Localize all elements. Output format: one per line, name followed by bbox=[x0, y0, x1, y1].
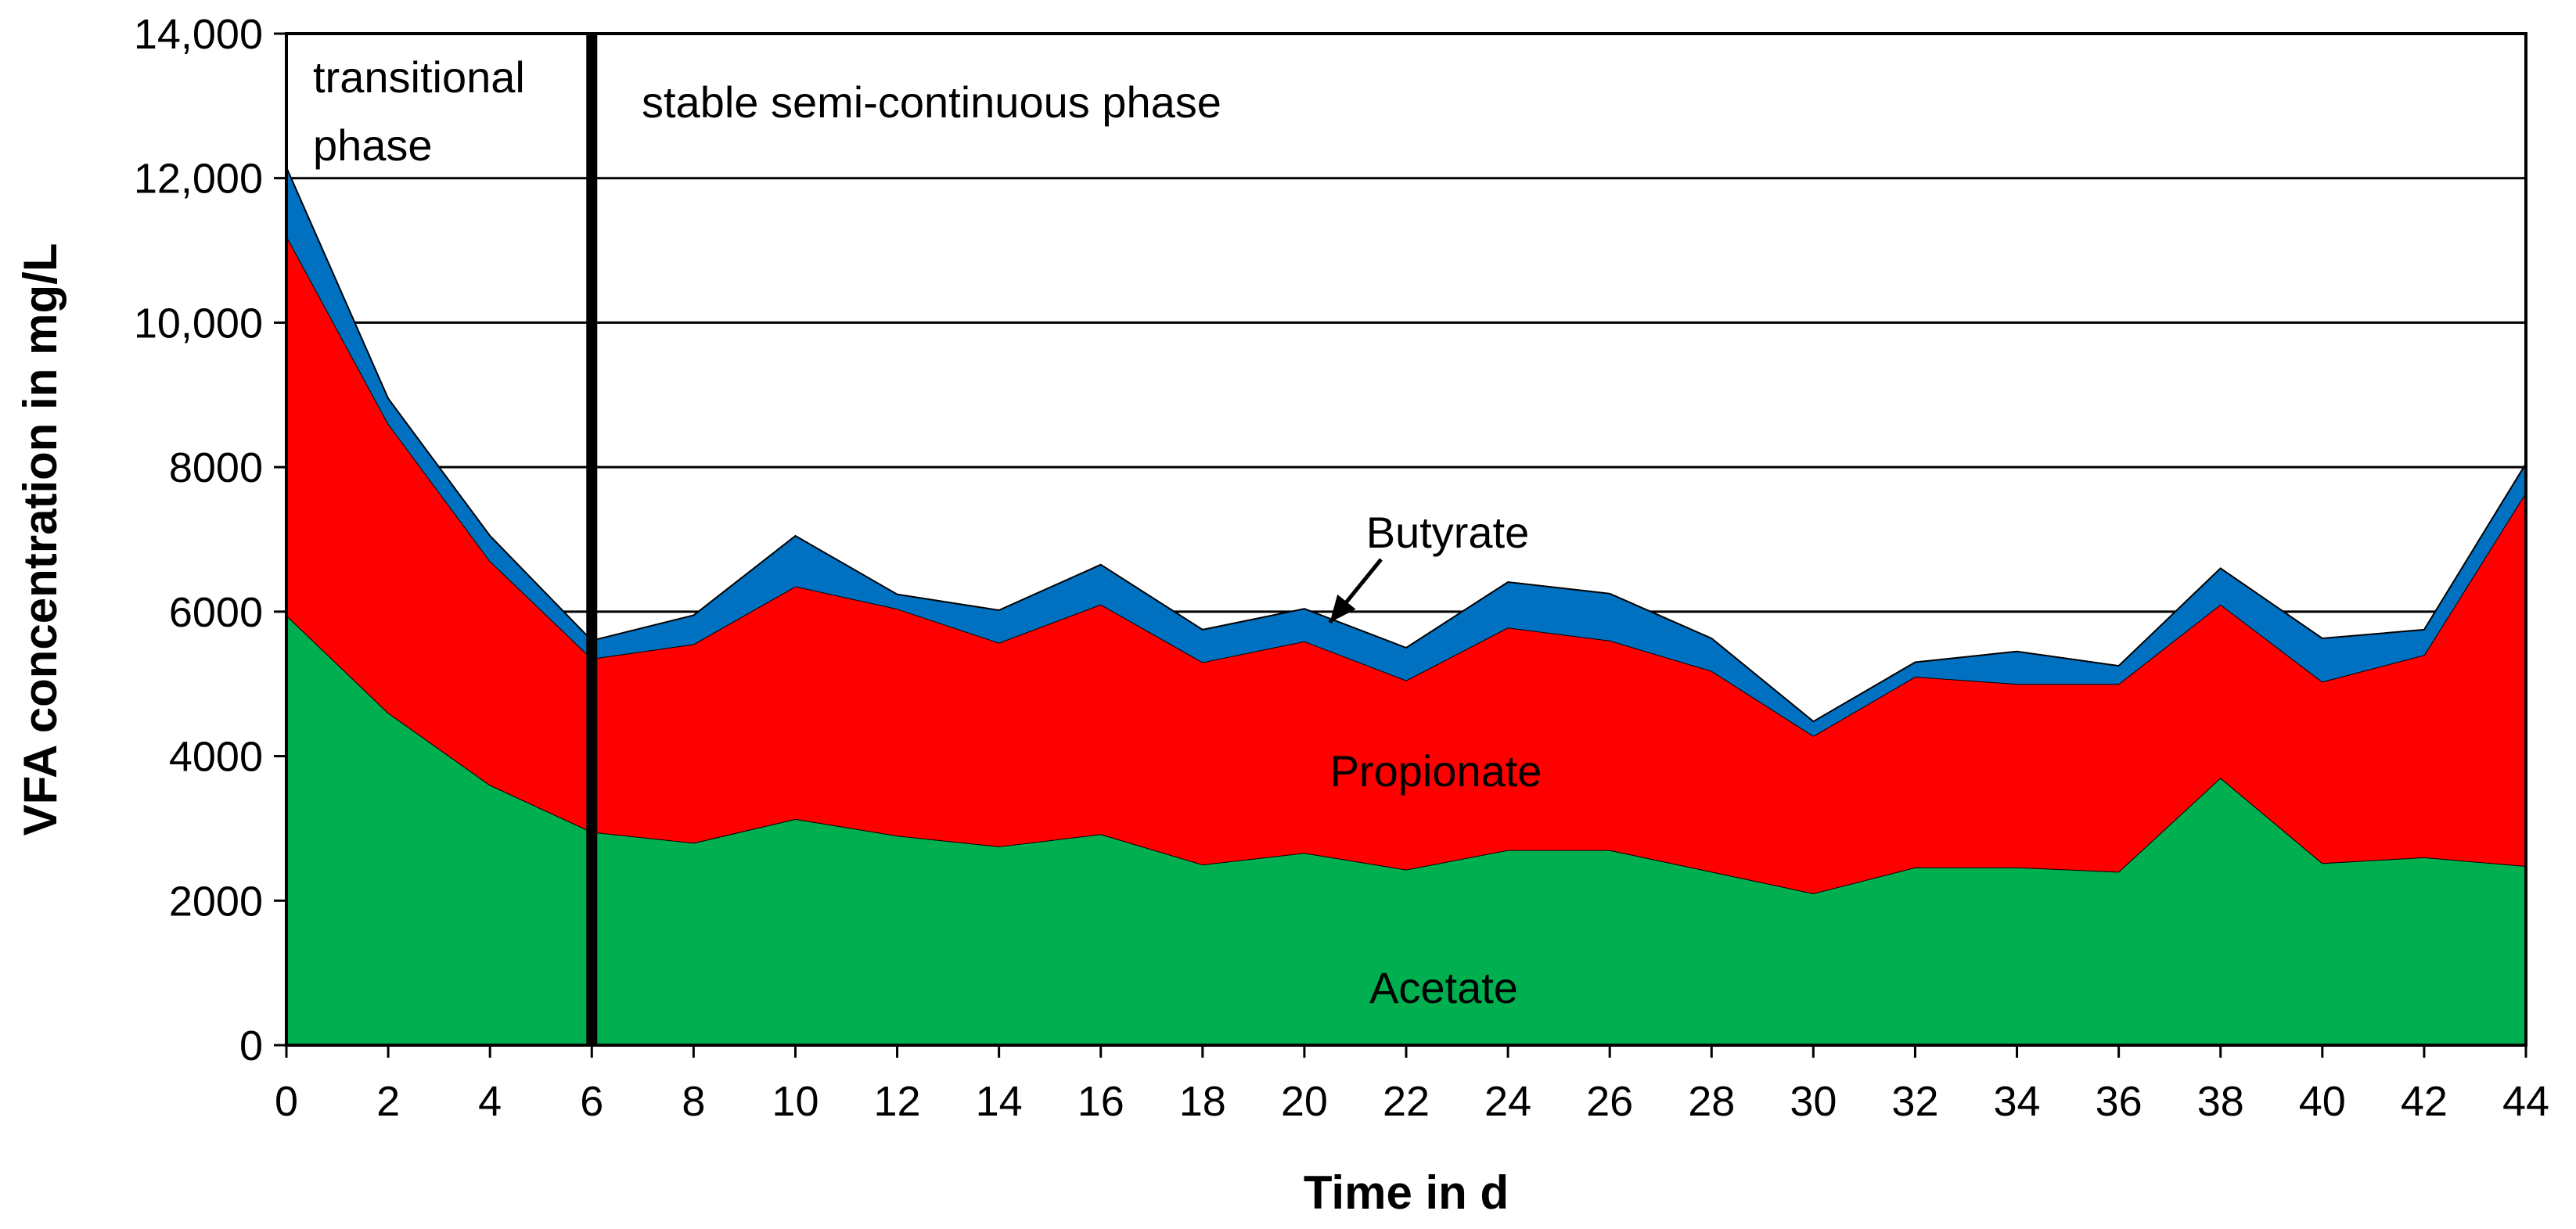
y-tick-label-1: 2000 bbox=[169, 878, 263, 925]
x-tick-label-12: 12 bbox=[874, 1078, 921, 1125]
stacked-areas bbox=[286, 167, 2527, 1045]
axis-ticks bbox=[274, 32, 2527, 1058]
x-tick-label-38: 38 bbox=[2197, 1078, 2244, 1125]
y-tick-label-5: 10,000 bbox=[134, 300, 263, 347]
series-label-butyrate: Butyrate bbox=[1366, 508, 1530, 557]
y-tick-label-2: 4000 bbox=[169, 734, 263, 781]
y-tick-label-7: 14,000 bbox=[134, 11, 263, 58]
x-tick-label-8: 8 bbox=[682, 1078, 705, 1125]
butyrate-arrow bbox=[1328, 558, 1383, 624]
x-tick-label-24: 24 bbox=[1484, 1078, 1531, 1125]
axis-tick-labels: 0 2 4 6 8 10 12 14 16 18 20 22 24 26 28 30 32 34 36 38 40 42 4… bbox=[134, 11, 2549, 1125]
area-acetate bbox=[286, 615, 2526, 1045]
series-label-acetate: Acetate bbox=[1369, 963, 1518, 1012]
area-propionate bbox=[286, 235, 2526, 894]
area-butyrate bbox=[286, 167, 2526, 736]
area-edge-butyrate bbox=[286, 167, 2527, 723]
transitional-phase-label-line1: transitional bbox=[313, 52, 525, 102]
y-tick-label-0: 0 bbox=[239, 1022, 263, 1069]
x-tick-label-26: 26 bbox=[1586, 1078, 1633, 1125]
x-tick-label-4: 4 bbox=[478, 1078, 502, 1125]
x-tick-label-18: 18 bbox=[1179, 1078, 1226, 1125]
x-tick-label-6: 6 bbox=[580, 1078, 603, 1125]
y-tick-label-3: 6000 bbox=[169, 589, 263, 636]
y-tick-label-4: 8000 bbox=[169, 444, 263, 491]
x-tick-label-22: 22 bbox=[1383, 1078, 1430, 1125]
x-tick-label-20: 20 bbox=[1281, 1078, 1328, 1125]
y-tick-label-6: 12,000 bbox=[134, 156, 263, 203]
x-tick-label-36: 36 bbox=[2096, 1078, 2142, 1125]
x-tick-label-44: 44 bbox=[2502, 1078, 2549, 1125]
x-tick-label-0: 0 bbox=[275, 1078, 298, 1125]
x-axis-title: Time in d bbox=[1304, 1166, 1509, 1219]
y-axis-title: VFA concentration in mg/L bbox=[14, 243, 67, 836]
transitional-phase-label-line2: phase bbox=[313, 120, 433, 170]
stable-phase-label: stable semi-continuous phase bbox=[642, 77, 1221, 127]
x-tick-label-28: 28 bbox=[1688, 1078, 1735, 1125]
x-tick-label-32: 32 bbox=[1891, 1078, 1938, 1125]
x-tick-label-40: 40 bbox=[2299, 1078, 2346, 1125]
x-tick-label-42: 42 bbox=[2401, 1078, 2448, 1125]
x-tick-label-14: 14 bbox=[976, 1078, 1023, 1125]
series-label-propionate: Propionate bbox=[1330, 746, 1542, 796]
x-tick-label-34: 34 bbox=[1994, 1078, 2041, 1125]
x-tick-label-10: 10 bbox=[772, 1078, 818, 1125]
x-tick-label-2: 2 bbox=[376, 1078, 400, 1125]
x-tick-label-16: 16 bbox=[1078, 1078, 1124, 1125]
x-tick-label-30: 30 bbox=[1790, 1078, 1837, 1125]
